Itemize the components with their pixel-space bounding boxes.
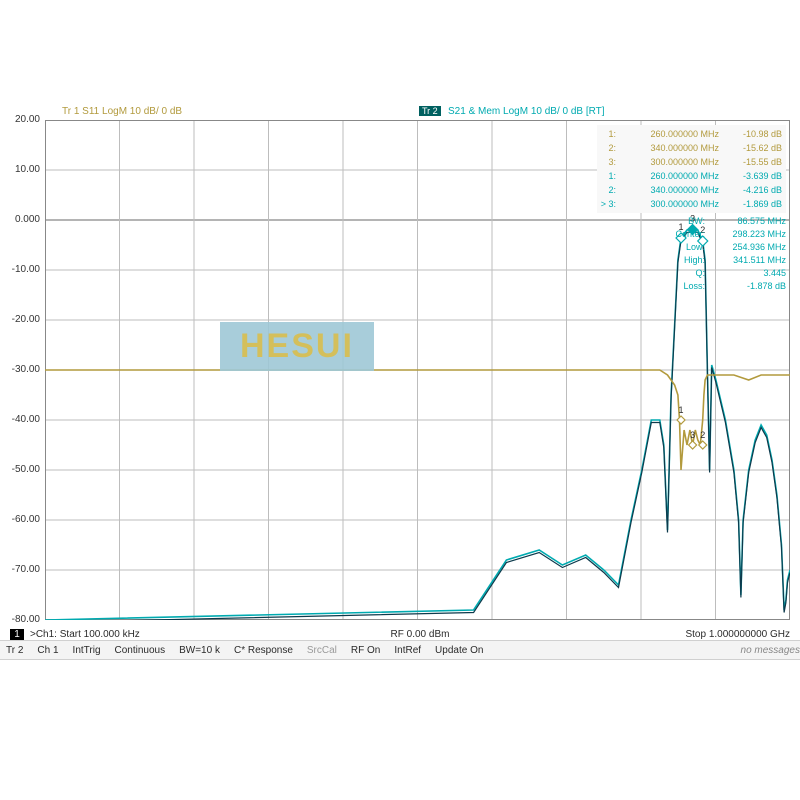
trace2-badge: Tr 2 [419,106,441,116]
marker-readout-row: 1:260.000000 MHz-3.639 dB [601,169,782,183]
watermark: HESUI [220,322,374,371]
y-tick: -30.00 [4,364,40,375]
y-tick: 10.00 [4,164,40,175]
y-tick: 0.000 [4,214,40,225]
status-item[interactable]: IntRef [394,645,421,656]
stat-row: Loss:-1.878 dB [675,280,786,293]
start-freq[interactable]: >Ch1: Start 100.000 kHz [30,629,303,640]
status-item[interactable]: Update On [435,645,483,656]
channel-bar: 1 >Ch1: Start 100.000 kHz RF 0.00 dBm St… [10,629,790,640]
marker-readout-row: 3:300.000000 MHz-15.55 dB [601,155,782,169]
rf-power[interactable]: RF 0.00 dBm [303,629,537,640]
svg-text:2: 2 [700,430,705,440]
stat-row: Low:254.936 MHz [675,241,786,254]
status-item: SrcCal [307,645,337,656]
stat-row: Q:3.445 [675,267,786,280]
y-tick: -70.00 [4,564,40,575]
status-item[interactable]: BW=10 k [179,645,220,656]
svg-text:1: 1 [679,405,684,415]
marker-readout-row: 2:340.000000 MHz-4.216 dB [601,183,782,197]
status-bar: Tr 2 Ch 1 IntTrig Continuous BW=10 k C* Respo… [0,640,800,660]
trace2-label: S21 & Mem LogM 10 dB/ 0 dB [RT] [448,106,605,117]
marker-readout-row: 2:340.000000 MHz-15.62 dB [601,141,782,155]
stat-row: High:341.511 MHz [675,254,786,267]
stat-row: BW:86.575 MHz [675,215,786,228]
y-tick: -50.00 [4,464,40,475]
stat-row: Center:298.223 MHz [675,228,786,241]
y-tick: -60.00 [4,514,40,525]
watermark-text: HESUI [240,327,354,365]
y-tick: -40.00 [4,414,40,425]
svg-text:3: 3 [690,430,695,440]
status-item[interactable]: C* Response [234,645,293,656]
status-item[interactable]: Continuous [115,645,166,656]
channel-index: 1 [10,629,24,640]
stop-freq[interactable]: Stop 1.000000000 GHz [537,629,790,640]
status-item[interactable]: IntTrig [73,645,101,656]
bw-stats: BW:86.575 MHzCenter:298.223 MHzLow:254.9… [675,215,786,293]
marker-readout: 1:260.000000 MHz-10.98 dB2:340.000000 MH… [597,125,786,213]
y-tick: -20.00 [4,314,40,325]
status-item: no messages [741,645,800,656]
trace1-label: Tr 1 S11 LogM 10 dB/ 0 dB [62,106,182,117]
marker-readout-row: > 3:300.000000 MHz-1.869 dB [601,197,782,211]
y-tick: 20.00 [4,114,40,125]
status-item[interactable]: RF On [351,645,380,656]
y-tick: -80.00 [4,614,40,625]
y-tick: -10.00 [4,264,40,275]
status-item[interactable]: Ch 1 [37,645,58,656]
status-item[interactable]: Tr 2 [6,645,23,656]
marker-readout-row: 1:260.000000 MHz-10.98 dB [601,127,782,141]
